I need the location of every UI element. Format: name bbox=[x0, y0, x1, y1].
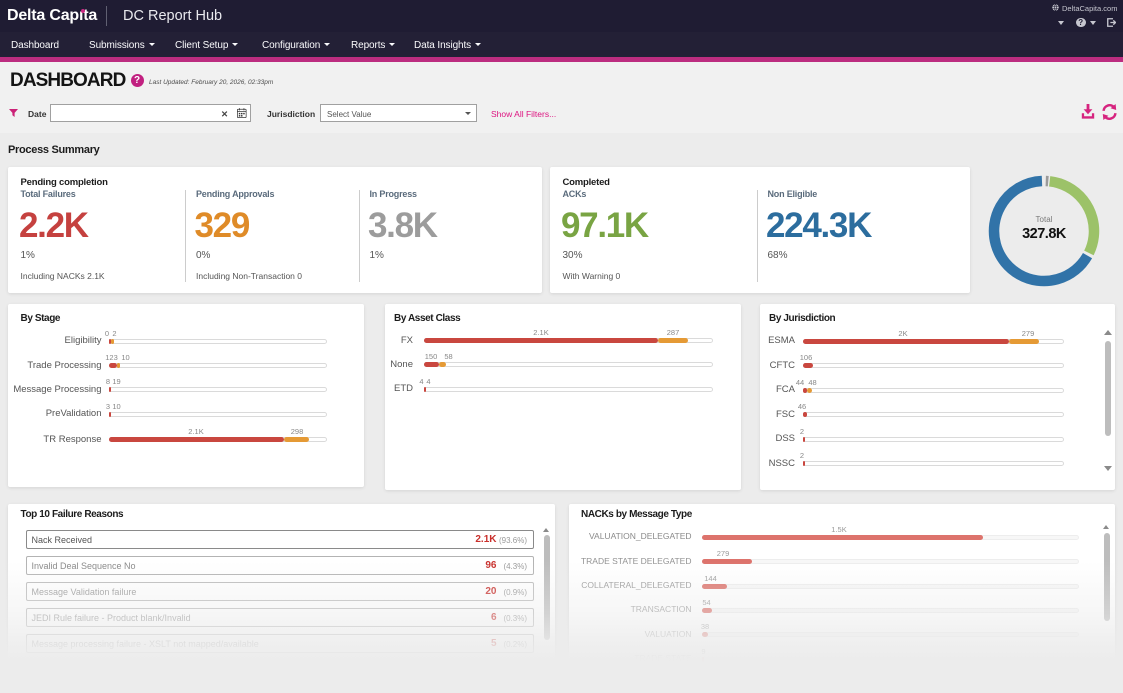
svg-text:Total: Total bbox=[1036, 215, 1053, 224]
svg-text:327.8K: 327.8K bbox=[1022, 226, 1067, 242]
